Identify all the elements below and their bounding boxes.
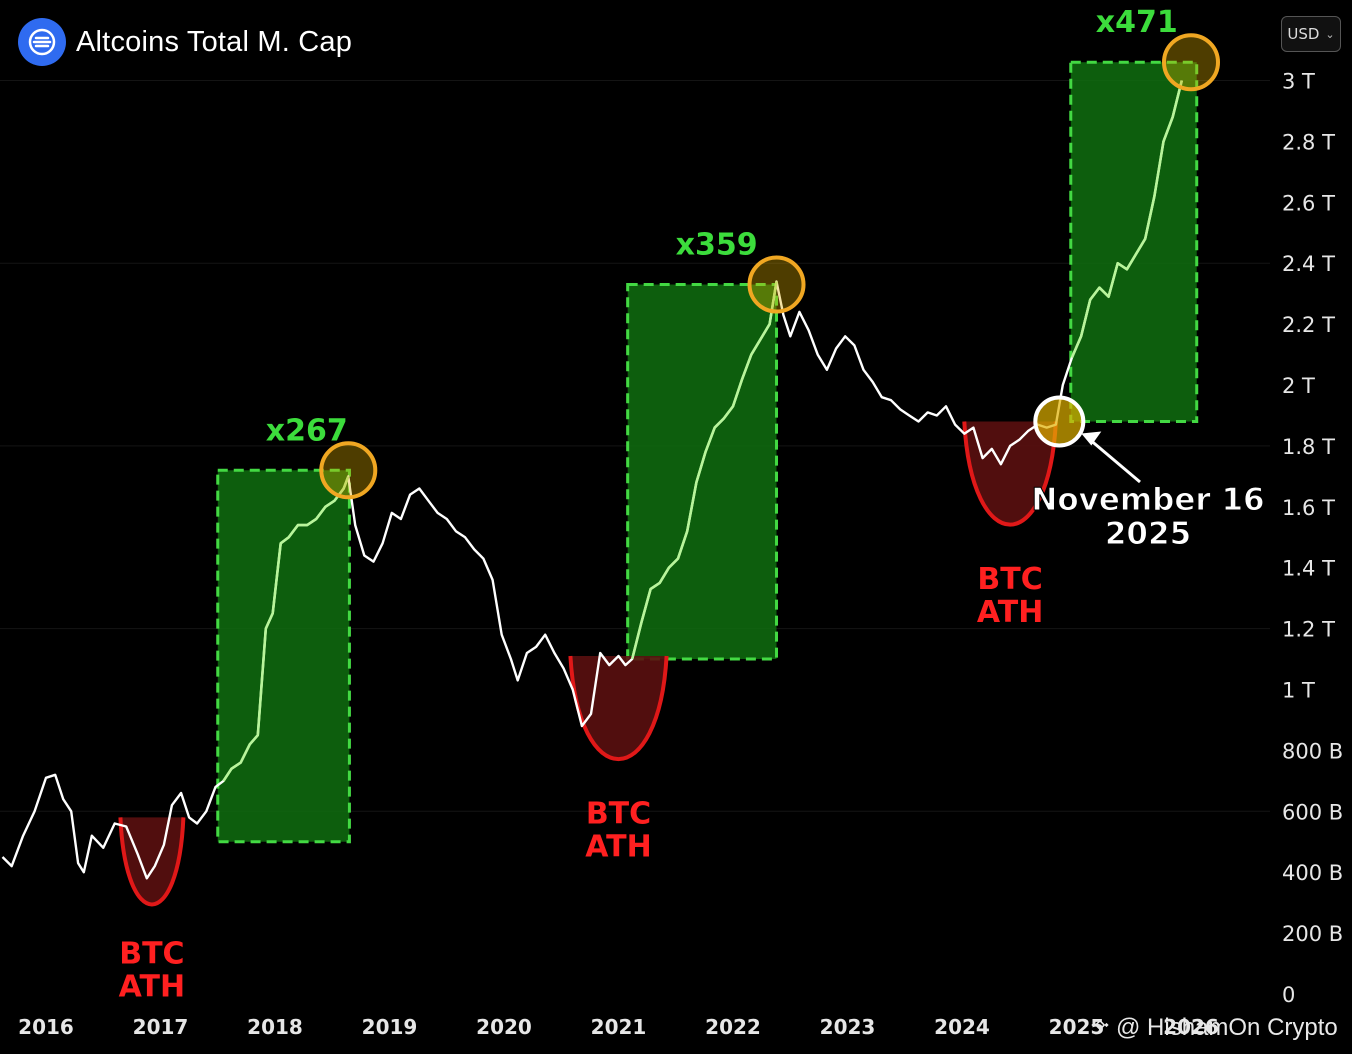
annotation-text: November 16 <box>1031 482 1264 518</box>
rally-multiplier-label: x471 <box>1096 5 1178 40</box>
y-tick-label: 2.8 T <box>1282 130 1335 154</box>
y-tick-label: 600 B <box>1282 800 1343 824</box>
y-tick-label: 1.6 T <box>1282 496 1335 520</box>
x-tick-label: 2019 <box>362 1015 418 1039</box>
arrow-head-icon <box>1081 431 1102 446</box>
btc-ath-bowl <box>964 421 1056 525</box>
x-tick-label: 2026 <box>1163 1015 1219 1039</box>
y-tick-label: 2 T <box>1282 374 1315 398</box>
btc-ath-curve <box>962 421 1058 527</box>
x-tick-label: 2021 <box>591 1015 647 1039</box>
btc-ath-bowl <box>120 817 184 905</box>
x-tick-label: 2018 <box>247 1015 303 1039</box>
y-axis: 0 200 B 400 B 600 B 800 B 1 T 1.2 T 1.4 T 1.6 T 1… <box>1282 70 1343 1008</box>
rally-segment-line <box>1070 80 1184 359</box>
y-tick-label: 3 T <box>1282 70 1315 94</box>
y-tick-label: 2.2 T <box>1282 313 1335 337</box>
y-tick-label: 800 B <box>1282 739 1343 763</box>
x-tick-label: 2016 <box>18 1015 74 1039</box>
x-tick-label: 2025 <box>1049 1015 1105 1039</box>
rally-multiplier-label: x267 <box>266 413 348 448</box>
annotation-arrow-line <box>1086 436 1141 484</box>
price-line <box>1 80 1183 880</box>
current-marker <box>1033 395 1086 448</box>
y-tick-label: 0 <box>1282 983 1295 1007</box>
rally-box <box>626 283 779 661</box>
chart-header: Altcoins Total M. Cap <box>18 18 352 66</box>
rally-box <box>216 468 351 844</box>
watermark: @ HishamOn Crypto <box>1090 1014 1338 1042</box>
x-tick-label: 2017 <box>133 1015 189 1039</box>
x-tick-label: 2023 <box>820 1015 876 1039</box>
btc-ath-label: ATH <box>585 829 651 864</box>
watermark-text: @ HishamOn Crypto <box>1116 1014 1338 1041</box>
y-tick-label: 1.2 T <box>1282 618 1335 642</box>
btc-ath-label: ATH <box>119 970 185 1005</box>
peak-markers <box>319 33 1220 500</box>
btc-ath-label: BTC <box>977 562 1042 597</box>
x-tick-label: 2022 <box>705 1015 761 1039</box>
x-tick-label: 2024 <box>934 1015 990 1039</box>
altcoin-logo-icon <box>18 18 66 66</box>
price-series <box>1 80 1184 880</box>
btc-ath-label: BTC <box>586 796 651 831</box>
rally-segment-line <box>630 281 778 660</box>
peak-circle-marker <box>747 255 806 314</box>
chart-title: Altcoins Total M. Cap <box>76 25 353 58</box>
binance-icon <box>1090 1014 1110 1042</box>
peak-circle-marker <box>319 441 378 500</box>
annotation-text: 2025 <box>1105 516 1191 552</box>
x-tick-label: 2020 <box>476 1015 532 1039</box>
btc-ath-label: ATH <box>977 595 1043 630</box>
rally-box <box>1069 60 1199 424</box>
y-tick-label: 1.4 T <box>1282 557 1335 581</box>
y-tick-label: 400 B <box>1282 861 1343 885</box>
x-axis: 2016 2017 2018 2019 2020 2021 2022 2023 2024 2025… <box>18 1015 1219 1039</box>
btc-ath-curve <box>118 817 186 907</box>
peak-circle-marker <box>1162 33 1220 92</box>
btc-ath-bowl <box>570 656 667 760</box>
btc-ath-label: BTC <box>119 937 184 972</box>
y-tick-label: 2.6 T <box>1282 191 1335 215</box>
currency-label: USD <box>1287 25 1320 43</box>
rally-multiplier-label: x359 <box>676 228 758 263</box>
currency-select[interactable]: USD ⌄ <box>1281 16 1341 52</box>
rally-boxes: x267 x359 x471 <box>216 5 1199 844</box>
chevron-down-icon: ⌄ <box>1325 27 1335 41</box>
y-tick-label: 200 B <box>1282 922 1343 946</box>
y-tick-label: 2.4 T <box>1282 252 1335 276</box>
y-tick-label: 1 T <box>1282 679 1315 703</box>
y-tick-label: 1.8 T <box>1282 435 1335 459</box>
rally-segment-line <box>222 475 350 782</box>
